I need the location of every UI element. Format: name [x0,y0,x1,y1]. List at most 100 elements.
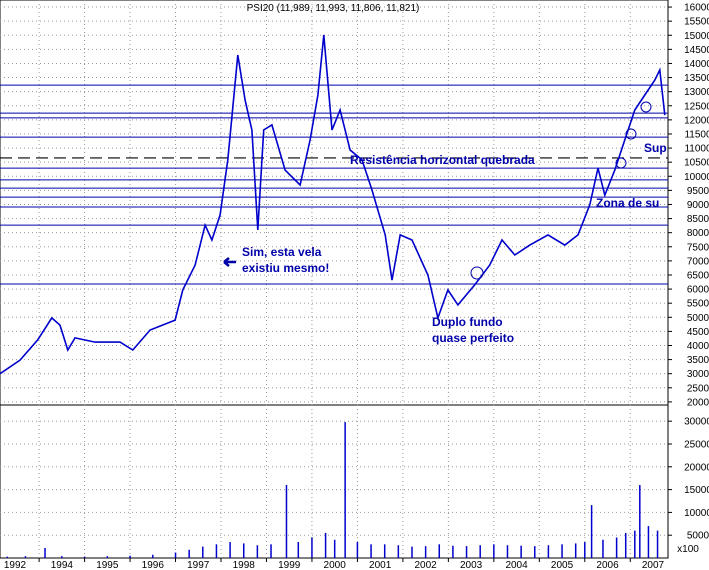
volume-bar [333,539,336,558]
x-tick-label: 1992 [4,560,27,570]
x-tick-label: 2005 [551,560,574,570]
volume-bar [547,545,550,558]
x-tick-label: 1994 [51,560,74,570]
arrow [223,257,236,267]
y-tick-label: 12000 [684,115,709,126]
volume-bar [647,526,650,558]
x-tick-label: 2007 [642,560,665,570]
y-tick-label: 20000 [684,462,709,473]
y-tick-label: 10500 [684,158,709,169]
volume-bar [506,545,509,558]
volume-bar [215,544,218,558]
x-tick-label: 2002 [415,560,438,570]
volume-bar [285,485,288,558]
annotation: Sim, esta vela [242,245,322,259]
volume-bar [242,543,245,558]
volume-bar [174,552,177,558]
y-tick-label: 11500 [684,129,709,140]
y-tick-label: 16000 [684,3,709,14]
annotation: Duplo fundo [432,315,503,329]
icon [615,157,627,169]
x-tick-label: 1995 [96,560,119,570]
y-tick-label: 5500 [687,299,709,310]
y-tick-label: 11000 [684,144,709,155]
x-tick-label: 1996 [142,560,165,570]
volume-bar [438,544,441,558]
y-tick-label: 10000 [684,172,709,183]
volume-bar [397,545,400,558]
volume-bar [452,545,454,558]
volume-bar [270,544,272,558]
y-tick-label: 6000 [687,285,709,296]
x-tick-label: 2000 [324,560,347,570]
y-tick-label: 7000 [687,256,709,267]
x-tick-label: 1999 [278,560,301,570]
volume-bar [561,544,563,558]
volume-bar [188,549,190,558]
y-tick-label: 25000 [684,439,709,450]
y-tick-label: 3500 [687,355,709,366]
chart-title: PSI20 (11,989, 11,993, 11,806, 11,821) [247,3,420,14]
y-tick-label: 14000 [684,59,709,70]
icon [640,101,652,113]
price-line [0,34,666,375]
volume-bar [383,544,386,558]
x-tick-label: 2001 [369,560,392,570]
y-tick-label: 7500 [687,242,709,253]
y-tick-label: 6500 [687,270,709,281]
y-tick-label: 14500 [684,45,709,56]
volume-bar [602,539,604,558]
y-tick-label: 13000 [684,87,709,98]
volume-bar [44,547,46,558]
volume-bar [202,546,204,558]
icon [625,128,637,140]
volume-bar [229,542,231,558]
y-tick-label: 5000 [687,313,709,324]
volume-bar [634,530,636,558]
volume-bar [61,556,63,558]
y-tick-label: 4000 [687,341,709,352]
y-tick-label: 9000 [687,200,709,211]
y-tick-label: 30000 [684,417,709,428]
volume-bar [624,532,627,558]
volume-bar [6,556,9,558]
unit-label: x100 [677,544,699,555]
volume-bar [424,546,427,558]
volume-bar [493,544,495,558]
volume-bar [256,545,259,558]
volume-bar [520,545,522,558]
y-tick-label: 15000 [684,31,709,42]
volume-bar [574,543,577,558]
volume-bar [83,556,86,558]
volume-bar [615,537,618,558]
y-tick-label: 5000 [687,531,709,542]
volume-bar [534,546,536,558]
icon [470,266,484,280]
y-tick-label: 13500 [684,73,709,84]
volume-bar [356,542,359,558]
annotation: quase perfeito [432,331,514,345]
y-tick-label: 4500 [687,327,709,338]
x-tick-label: 1998 [233,560,256,570]
y-tick-label: 10000 [684,508,709,519]
y-tick-label: 2500 [687,383,709,394]
annotation: Resistência horizontal quebrada [350,153,535,167]
y-tick-label: 3000 [687,369,709,380]
y-tick-label: 9500 [687,186,709,197]
annotation: existiu mesmo! [242,261,329,275]
y-tick-label: 15000 [684,485,709,496]
x-tick-label: 2006 [596,560,619,570]
volume-bar [639,485,641,558]
annotation: Sup [644,141,667,155]
volume-bar [590,505,593,558]
volume-bar [344,422,346,558]
volume-bar [584,542,586,558]
volume-bar [129,555,131,558]
y-tick-label: 8000 [687,228,709,239]
volume-bar [411,546,413,558]
y-tick-label: 12500 [684,101,709,112]
x-tick-label: 2003 [460,560,483,570]
y-tick-label: 15500 [684,17,709,28]
